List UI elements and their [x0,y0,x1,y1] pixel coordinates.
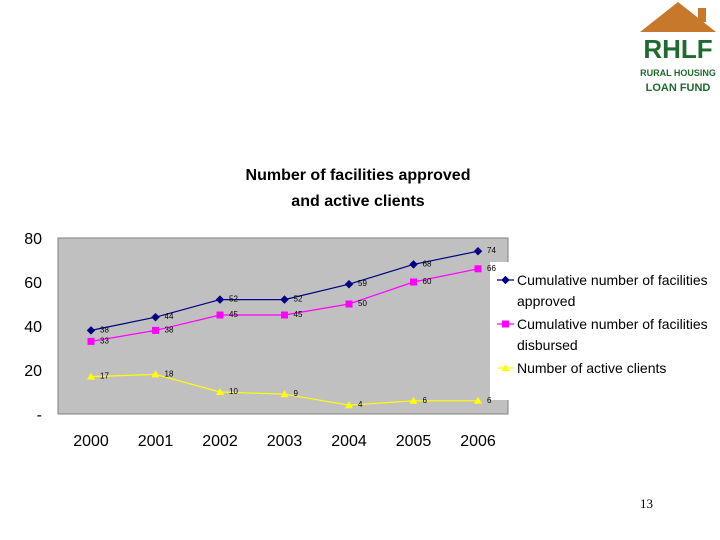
data-label: 66 [487,264,496,273]
legend-marker [502,320,509,328]
data-point [409,396,418,404]
legend-box [490,262,720,400]
x-tick-label: 2000 [73,433,109,450]
data-point [216,311,224,319]
y-axis: 80 60 40 20 - [24,231,42,424]
legend: Cumulative number of facilities approved C… [497,272,708,376]
legend-marker [501,364,510,371]
legend-label: Number of active clients [517,360,666,376]
logo-line1: RURAL HOUSING [640,68,716,78]
data-label: 4 [358,400,363,409]
data-point [151,312,160,322]
y-tick-label: 80 [24,231,42,248]
data-label: 45 [229,310,238,319]
x-tick-label: 2005 [396,433,432,450]
data-label: 74 [487,246,496,255]
logo-chimney [698,8,706,22]
data-label: 52 [294,295,303,304]
legend-label: Cumulative number of facilities [517,316,708,332]
data-label: 9 [294,389,299,398]
data-point [87,337,95,345]
data-point [87,372,95,380]
data-label: 17 [100,372,109,381]
data-point [281,311,288,319]
data-point [474,396,482,404]
y-tick-label: 40 [24,319,42,336]
data-label: 50 [358,299,367,308]
data-label: 68 [423,259,432,268]
logo-abbr: RHLF [643,34,712,64]
chart-title-line2: and active clients [291,193,424,210]
data-label: 60 [423,277,432,286]
logo-roof [640,2,716,32]
data-point [152,326,159,334]
data-label: 10 [229,387,238,396]
y-tick-label: 60 [24,275,42,292]
data-point [215,295,225,304]
data-label: 44 [165,312,174,321]
line-chart: Number of facilities approved and active… [24,167,720,450]
x-tick-label: 2006 [460,433,496,450]
page-number: 13 [640,496,653,511]
data-label: 33 [100,336,109,345]
data-point [151,370,160,378]
y-tick-label: - [37,407,42,424]
data-point [474,265,482,273]
x-tick-label: 2001 [138,433,174,450]
data-point [410,278,417,286]
x-tick-label: 2004 [331,433,367,450]
logo-line2: LOAN FUND [646,82,711,94]
data-point [345,401,353,409]
data-point [280,295,289,304]
data-point [344,279,354,289]
y-tick-label: 20 [24,363,42,380]
data-label: 6 [423,396,428,405]
data-label: 38 [165,325,174,334]
data-point [216,388,224,395]
legend-label-line2: disbursed [517,337,578,353]
data-point [280,390,289,398]
legend-label: Cumulative number of facilities [517,272,708,288]
chart-title-line1: Number of facilities approved [246,167,471,184]
rhlf-logo: RHLF RURAL HOUSING LOAN FUND [640,2,716,94]
legend-label-line2: approved [517,293,575,309]
plot-area [57,237,509,415]
data-label: 6 [487,396,492,405]
data-point [345,300,353,308]
x-axis: 2000 2001 2002 2003 2004 2005 2006 [73,433,496,450]
data-point [409,260,418,269]
data-label: 45 [294,310,303,319]
legend-marker [501,275,510,285]
x-tick-label: 2003 [267,433,303,450]
x-tick-label: 2002 [202,433,238,450]
data-point [86,326,96,335]
data-label: 18 [165,369,174,378]
data-label: 52 [229,295,238,304]
data-point [473,246,483,256]
data-label: 59 [358,279,367,288]
data-label: 38 [100,325,109,334]
